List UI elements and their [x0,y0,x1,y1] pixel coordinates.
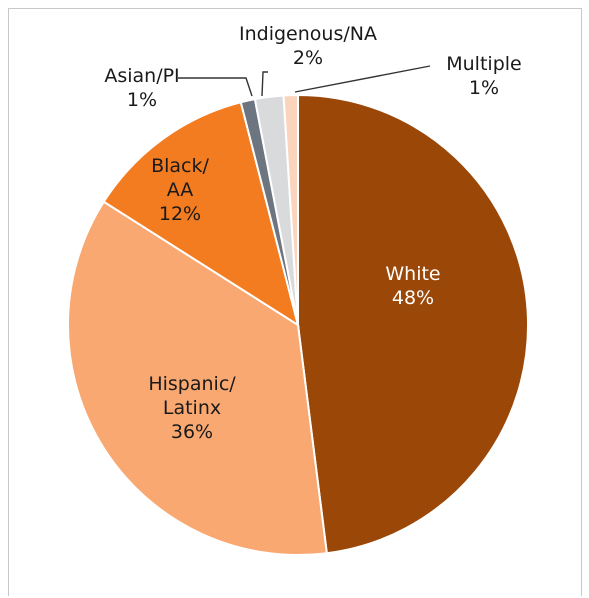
slice-category-label: Indigenous/NA [239,23,377,45]
leader-line-asian-pi [178,77,253,97]
slice-value-label: 1% [127,89,157,111]
slice-category-label: Hispanic/ [148,373,236,395]
pie-slice-hispanic-latinx [67,200,328,556]
slice-value-label: 12% [159,203,201,225]
slice-value-label: 48% [392,287,434,309]
slice-value-label: 2% [293,47,323,69]
leader-line-indigenous-na [261,71,268,97]
slice-value-label: 1% [469,77,499,99]
slice-label-hispanic-latinx: Hispanic/Latinx 36% [148,373,236,443]
slice-label-asian-pi: Asian/PI 1% [104,65,179,111]
pie-slice-white [297,93,529,555]
slice-category-label: Latinx [163,397,221,419]
pie-slice-multiple [282,93,299,326]
slice-category-label: Multiple [446,53,521,75]
slice-category-label: Black/ [151,155,209,177]
slice-category-label: AA [167,179,194,201]
pie-slice-black-aa [102,101,300,328]
slice-label-multiple: Multiple 1% [446,53,521,99]
slice-value-label: 36% [171,421,213,443]
slice-label-indigenous-na: Indigenous/NA 2% [239,23,377,69]
slice-category-label: White [385,263,440,285]
leader-line-multiple [294,65,431,93]
slice-category-label: Asian/PI [104,65,179,87]
slice-label-white: White 48% [385,263,440,309]
slice-label-black-aa: Black/AA 12% [151,155,209,225]
